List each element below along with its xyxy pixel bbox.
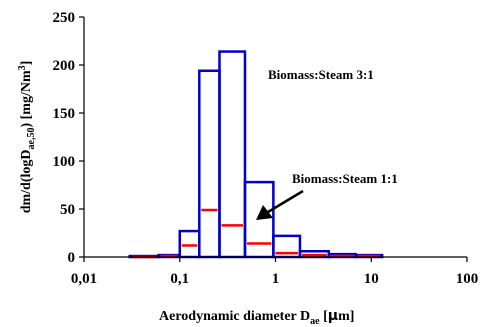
y-tick-label: 100 xyxy=(53,154,76,170)
y-tick-label: 0 xyxy=(68,250,76,266)
y-tick-label: 150 xyxy=(53,106,76,122)
x-tick-label: 0,01 xyxy=(71,271,97,287)
y-tick-label: 50 xyxy=(60,202,75,218)
x-tick-label: 10 xyxy=(364,271,379,287)
x-tick-label: 1 xyxy=(272,271,280,287)
y-tick-label: 200 xyxy=(53,58,76,74)
y-axis-label: dm/d(logDae,50) [mg/Nm3] xyxy=(17,61,37,214)
annotation-arrow xyxy=(256,189,304,220)
bar-series-1 xyxy=(198,69,221,259)
annotation-series-1: Biomass:Steam 3:1 xyxy=(268,67,374,82)
x-tick-label: 0,1 xyxy=(170,271,189,287)
y-tick-label: 250 xyxy=(53,10,76,26)
x-axis-label: Aerodynamic diameter Dae [µm] xyxy=(159,308,354,327)
bars-layer xyxy=(128,50,384,259)
bar-series-1 xyxy=(178,229,201,259)
x-tick-label: 100 xyxy=(456,271,479,287)
tick-labels-layer: 0 50 100 150 200 250 0,01 0,1 1 10 100 xyxy=(53,10,479,287)
annotation-series-2: Biomass:Steam 1:1 xyxy=(292,171,398,186)
axes-layer xyxy=(79,16,468,262)
